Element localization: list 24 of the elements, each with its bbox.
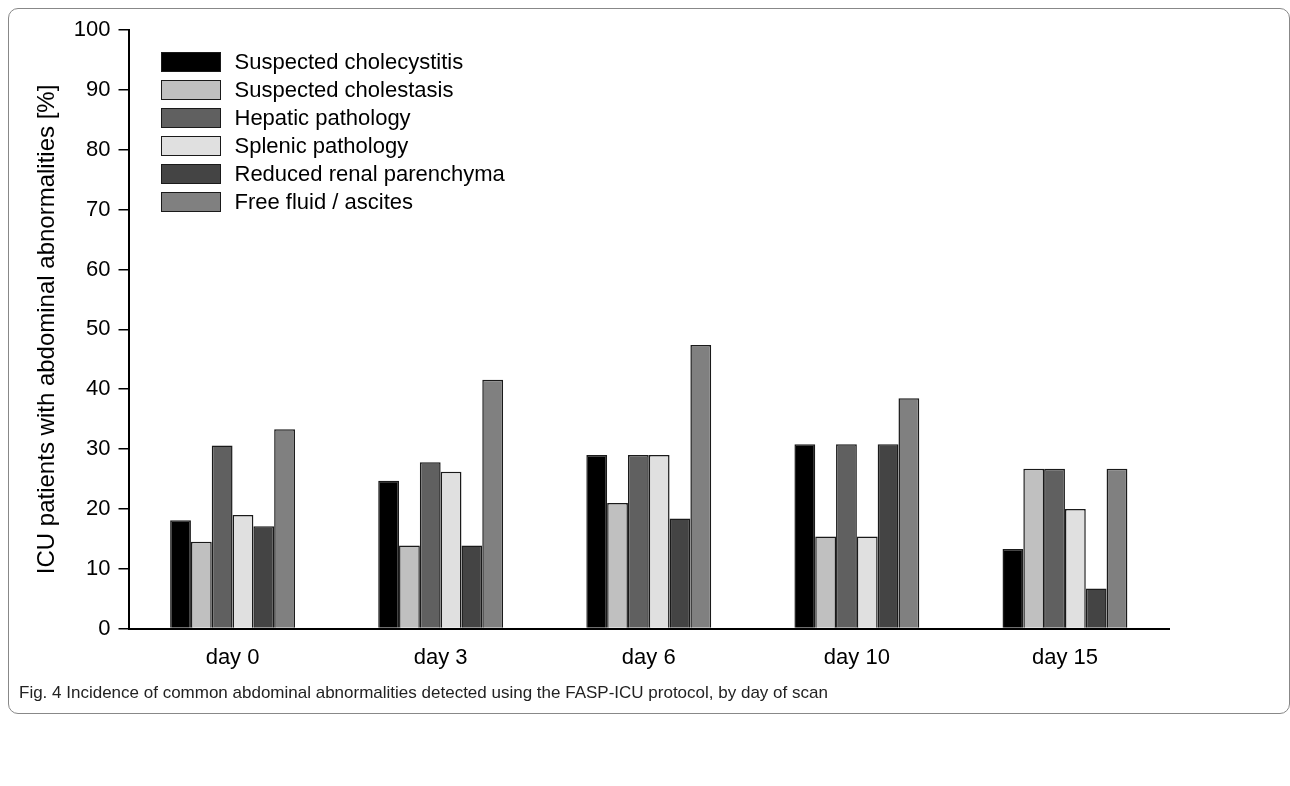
legend-label: Suspected cholestasis bbox=[234, 76, 454, 105]
legend-label: Splenic pathology bbox=[234, 132, 409, 161]
x-tick-label: day 3 bbox=[413, 643, 468, 669]
x-tick-label: day 15 bbox=[1031, 643, 1098, 669]
y-axis-title: ICU patients with abdominal abnormalities [%] bbox=[32, 84, 60, 575]
y-tick-label: 50 bbox=[86, 315, 111, 341]
x-tick-label: day 6 bbox=[621, 643, 676, 669]
y-tick-label: 60 bbox=[86, 255, 111, 281]
legend-label: Reduced renal parenchyma bbox=[234, 160, 505, 189]
legend-label: Hepatic pathology bbox=[234, 104, 411, 133]
y-tick-label: 20 bbox=[86, 494, 111, 520]
x-tick-label: day 0 bbox=[205, 643, 260, 669]
y-tick-label: 30 bbox=[86, 435, 111, 461]
x-tick-label: day 10 bbox=[823, 643, 890, 669]
legend-label: Free fluid / ascites bbox=[234, 188, 414, 217]
y-tick-label: 90 bbox=[86, 76, 111, 102]
legend-label: Suspected cholecystitis bbox=[234, 48, 464, 77]
y-tick-label: 80 bbox=[86, 135, 111, 161]
y-tick-label: 100 bbox=[73, 16, 111, 42]
caption: Fig. 4 Incidence of common abdominal abnormalities detected using the FASP-ICU protocol, by day of scan bbox=[18, 682, 829, 704]
y-tick-label: 70 bbox=[86, 195, 111, 221]
y-tick-label: 40 bbox=[86, 375, 111, 401]
y-tick-label: 0 bbox=[98, 614, 111, 640]
y-tick-label: 10 bbox=[86, 554, 111, 580]
